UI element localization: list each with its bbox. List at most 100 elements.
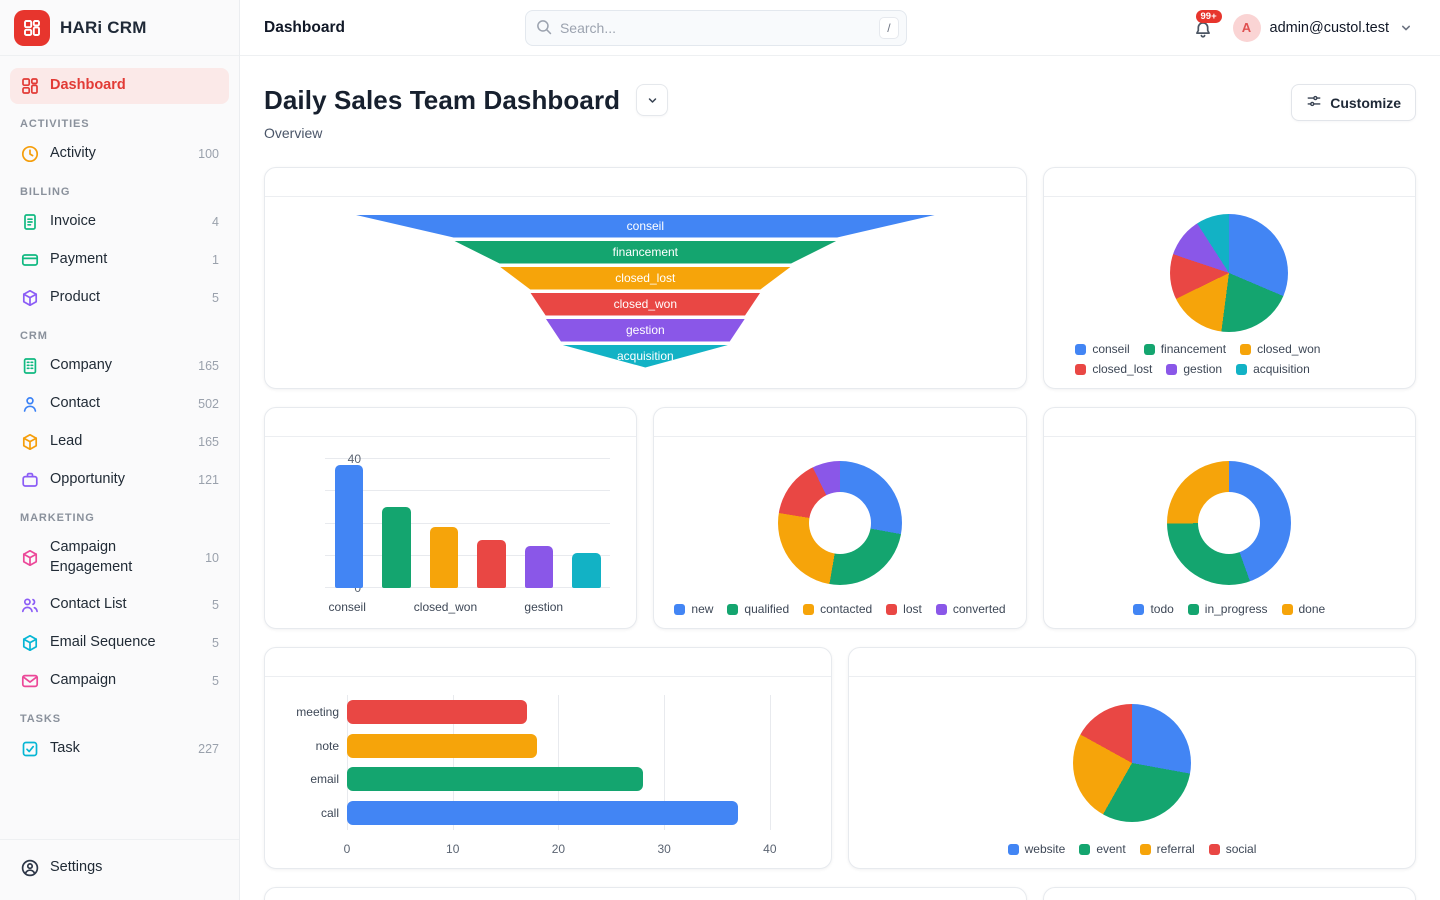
sidebar-item-label: Invoice [50,213,96,230]
gridline [325,458,611,459]
gridline [325,490,611,492]
legend-item-closed-lost[interactable]: closed_lost [1075,362,1152,376]
legend-item-in-progress[interactable]: in_progress [1187,602,1268,616]
legend-item-website[interactable]: website [1007,842,1065,856]
sidebar-item-activity[interactable]: Activity 100 [10,136,229,172]
x-axis-label [369,600,413,614]
sidebar-item-opportunity[interactable]: Opportunity 121 [10,462,229,498]
sidebar-item-lead[interactable]: Lead 165 [10,424,229,460]
search-icon [535,18,553,36]
bar-financement[interactable] [382,507,411,588]
card-header [265,168,1026,197]
gridline [558,695,560,830]
sidebar-item-company[interactable]: Company 165 [10,348,229,384]
legend-label: contacted [820,602,873,616]
dashboard-grid: conseil financement closed_lost closed_won g… [264,167,1416,900]
donut-chart-graphic[interactable] [777,460,902,585]
sidebar-item-label: Dashboard [50,77,126,94]
funnel-band-acquisition[interactable]: acquisition [560,344,730,368]
sidebar-item-count: 121 [198,473,219,487]
legend-item-closed-won[interactable]: closed_won [1240,342,1320,356]
legend-label: converted [952,602,1006,616]
avatar: A [1232,13,1261,42]
search-input[interactable] [524,9,907,46]
legend-item-social[interactable]: social [1208,842,1256,856]
sidebar-item-payment[interactable]: Payment 1 [10,242,229,278]
legend-item-referral[interactable]: referral [1139,842,1195,856]
bar-email[interactable] [347,767,643,792]
legend-item-lost[interactable]: lost [886,602,922,616]
legend-item-event[interactable]: event [1079,842,1126,856]
pie-chart-graphic[interactable] [1073,703,1191,822]
x-axis-tick: 40 [763,842,777,856]
legend-swatch [803,603,815,615]
brand-logo-icon[interactable] [14,9,50,46]
legend-swatch [886,603,898,615]
sidebar-item-label: Opportunity [50,471,125,488]
legend-item-new[interactable]: new [674,602,713,616]
sidebar-header: HARi CRM [0,0,239,56]
legend-label: in_progress [1204,602,1268,616]
box-icon [20,548,40,568]
customize-label: Customize [1330,94,1401,111]
gridline [325,522,611,524]
legend-item-contacted[interactable]: contacted [803,602,872,616]
legend-item-todo[interactable]: todo [1133,602,1174,616]
bar-conseil[interactable] [334,465,364,588]
sidebar-item-settings[interactable]: Settings [10,850,229,886]
bar-acquisition[interactable] [572,552,601,588]
funnel-band-conseil[interactable]: conseil [353,214,937,238]
source-pie-chart: website event referral social [849,677,1415,868]
bar-call[interactable] [347,801,739,826]
legend-swatch [1139,843,1151,855]
pie-chart-graphic[interactable] [1170,213,1289,332]
search-box: / [524,9,907,46]
chart-card-partial-left [264,887,1027,900]
legend-item-converted[interactable]: converted [935,602,1006,616]
chart-legend: todo in_progress done [1060,600,1399,618]
user-menu[interactable]: A admin@custol.test [1232,13,1415,42]
sidebar-item-task[interactable]: Task 227 [10,731,229,767]
funnel-band-label: financement [612,245,679,259]
funnel-band-closed-won[interactable]: closed_won [530,292,761,316]
sidebar-item-campaign-engagement[interactable]: Campaign Engagement 10 [10,530,229,585]
legend-item-conseil[interactable]: conseil [1075,342,1130,356]
bar-closed-lost[interactable] [477,539,506,588]
chart-legend: new qualified contacted lost converted [670,600,1009,618]
legend-item-qualified[interactable]: qualified [727,602,789,616]
bar-meeting[interactable] [347,699,527,724]
funnel-band-label: conseil [626,219,664,233]
bar-note[interactable] [347,733,538,758]
legend-item-done[interactable]: done [1281,602,1325,616]
sidebar-item-contact-list[interactable]: Contact List 5 [10,587,229,623]
bar-gestion[interactable] [524,546,554,588]
sidebar-item-email-sequence[interactable]: Email Sequence 5 [10,625,229,661]
sidebar-item-campaign[interactable]: Campaign 5 [10,663,229,699]
sidebar-item-label: Contact [50,395,100,412]
brand-name: HARi CRM [60,17,147,37]
funnel-band-gestion[interactable]: gestion [545,318,746,342]
legend-swatch [1075,343,1087,355]
x-axis-label [566,600,610,614]
chart-card-partial-right [1042,887,1416,900]
funnel-band-financement[interactable]: financement [453,240,838,264]
customize-button[interactable]: Customize [1291,84,1416,121]
sidebar-item-dashboard[interactable]: Dashboard [10,68,229,104]
chevron-down-icon [1398,20,1414,36]
legend-item-financement[interactable]: financement [1143,342,1226,356]
funnel-band-closed-lost[interactable]: closed_lost [499,266,792,290]
donut-chart-graphic[interactable] [1167,460,1292,585]
notifications-button[interactable]: 99+ [1193,9,1222,40]
sidebar-item-invoice[interactable]: Invoice 4 [10,204,229,240]
sidebar-item-contact[interactable]: Contact 502 [10,386,229,422]
bar-closed-won[interactable] [429,526,459,588]
sidebar-item-product[interactable]: Product 5 [10,280,229,316]
sidebar-item-label: Email Sequence [50,634,156,651]
y-axis-label: email [310,772,339,787]
legend-item-acquisition[interactable]: acquisition [1236,362,1310,376]
funnel-band-label: closed_won [613,297,678,311]
legend-item-gestion[interactable]: gestion [1166,362,1222,376]
dashboard-selector-button[interactable] [636,84,669,116]
legend-swatch [1208,843,1220,855]
